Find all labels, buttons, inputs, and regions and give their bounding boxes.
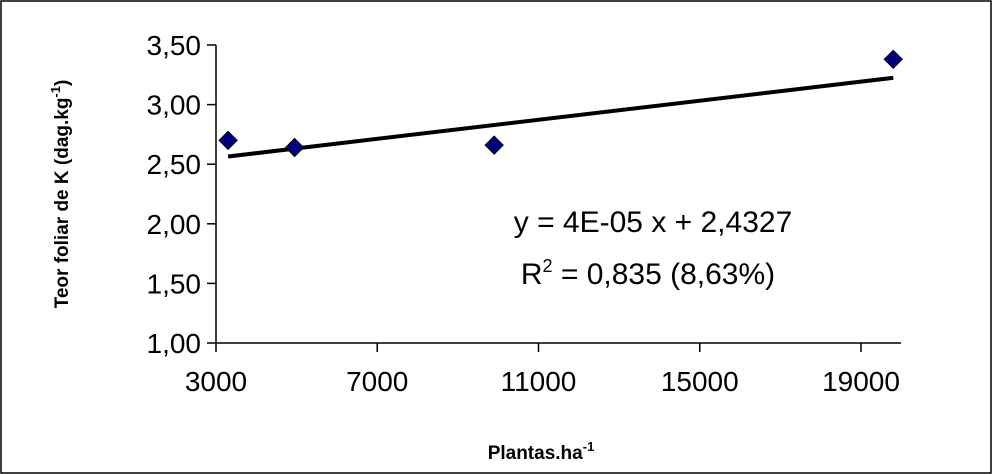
x-axis-title: Plantas.ha-1 [488,439,595,464]
axes [207,44,901,352]
y-axis-title-text: Teor foliar de K (dag.kg [52,98,73,309]
trendline [227,75,894,159]
x-tick-label: 7000 [346,366,408,397]
y-tick-label: 3,50 [147,30,202,61]
trendline-layer [227,75,894,159]
tick-labels: 1,00 1,50 2,00 2,50 3,00 3,50 3000 7000 11000 150… [147,30,900,397]
x-tick-label: 19000 [822,366,900,397]
y-tick-label: 3,00 [147,90,202,121]
x-axis-title-superscript: -1 [583,439,595,454]
y-tick-label: 1,00 [147,328,202,359]
x-tick-label: 3000 [185,366,247,397]
y-tick-label: 2,00 [147,209,202,240]
data-point [484,135,504,155]
y-tick-label: 1,50 [147,268,202,299]
x-tick-label: 15000 [661,366,739,397]
x-axis-title-text: Plantas.ha [488,443,583,464]
data-point [284,137,305,158]
x-tick-label: 11000 [501,366,577,397]
data-point [883,49,903,70]
r2-superscript: 2 [543,256,553,276]
data-point [218,130,238,151]
data-points [218,49,903,158]
r2-prefix: R [521,258,543,291]
equation-annotation: y = 4E-05 x + 2,4327 [514,206,793,239]
y-axis-title-superscript: -1 [48,86,63,98]
r2-annotation: R2 = 0,835 (8,63%) [521,256,775,291]
r2-rest: = 0,835 (8,63%) [553,258,776,291]
y-axis-title-suffix: ) [52,80,73,86]
y-axis-title: Teor foliar de K (dag.kg-1) [48,80,73,309]
y-tick-label: 2,50 [147,149,202,180]
